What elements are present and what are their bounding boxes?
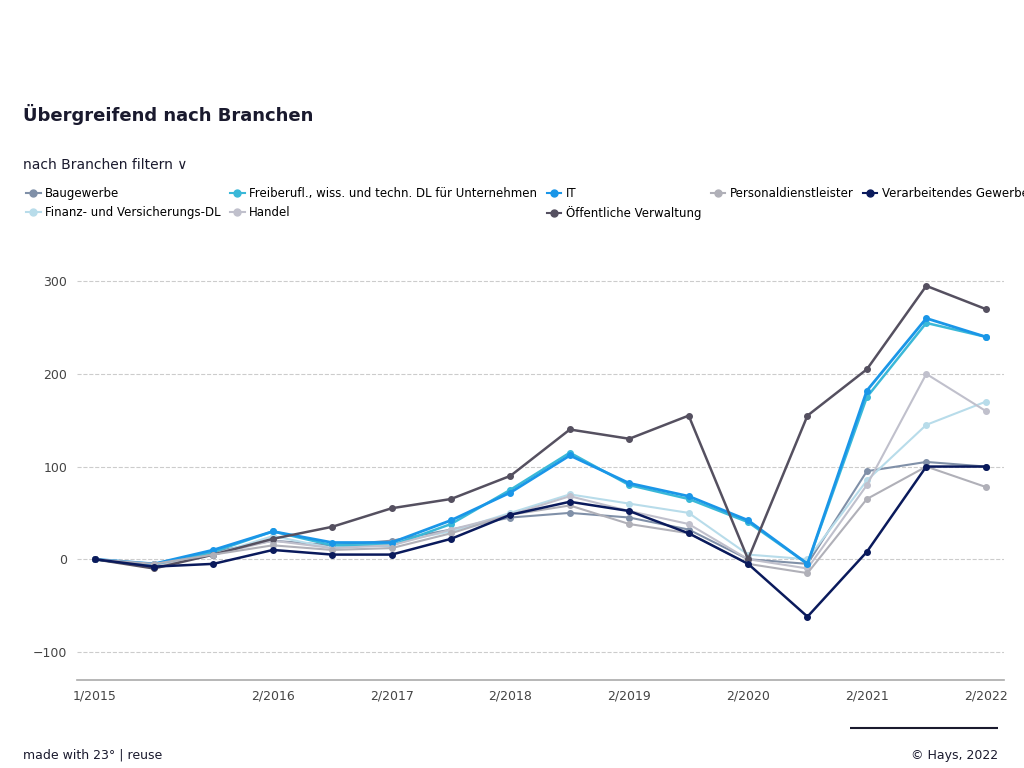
Text: © Hays, 2022: © Hays, 2022 xyxy=(911,749,998,762)
Text: made with 23° | reuse: made with 23° | reuse xyxy=(23,749,162,762)
Legend: Baugewerbe, Finanz- und Versicherungs-DL, Freiberufl., wiss. und techn. DL für U: Baugewerbe, Finanz- und Versicherungs-DL… xyxy=(27,187,1024,220)
Text: Übergreifend nach Branchen: Übergreifend nach Branchen xyxy=(23,104,313,125)
Text: HAYS-FACHKRÄFTE-INDEX DEUTSCHLAND: HAYS-FACHKRÄFTE-INDEX DEUTSCHLAND xyxy=(23,34,572,58)
Text: nach Branchen filtern ∨: nach Branchen filtern ∨ xyxy=(23,158,187,172)
